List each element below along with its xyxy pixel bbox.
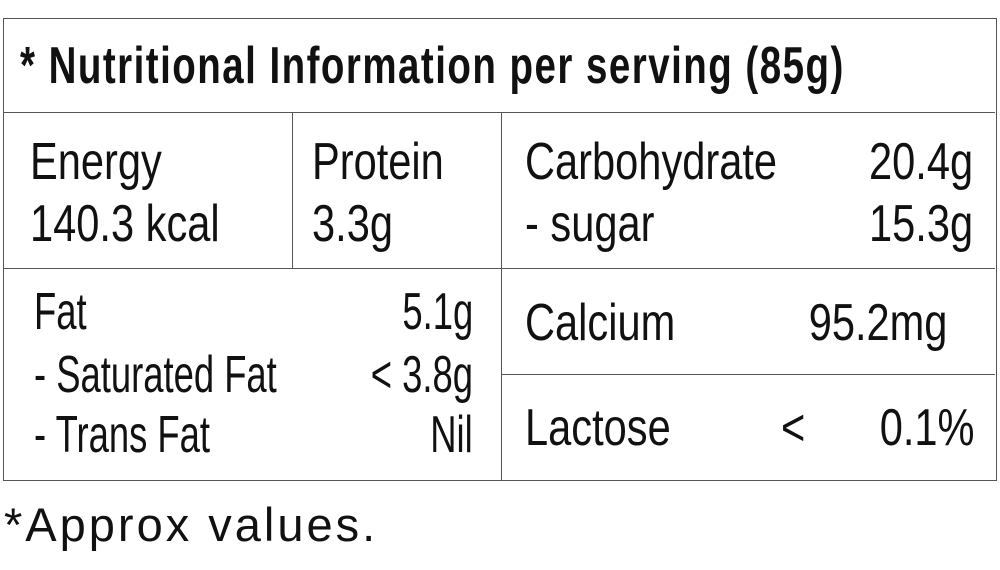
- fat-cell: Fat 5.1g - Saturated Fat < 3.8g - Trans …: [4, 268, 501, 480]
- carbohydrate-cell: Carbohydrate 20.4g - sugar 15.3g: [501, 112, 995, 268]
- calcium-cell: Calcium 95.2mg: [501, 268, 995, 374]
- energy-label: Energy: [30, 133, 162, 191]
- title-divider: [4, 112, 995, 113]
- protein-cell: Protein 3.3g: [292, 112, 501, 268]
- protein-value: 3.3g: [312, 195, 393, 253]
- lactose-operator: <: [781, 399, 806, 457]
- trans-fat-label: - Trans Fat: [34, 406, 210, 464]
- energy-value: 140.3 kcal: [30, 195, 220, 253]
- table-title: * Nutritional Information per serving (8…: [20, 37, 845, 95]
- saturated-fat-value: < 3.8g: [370, 346, 473, 404]
- lactose-cell: Lactose < 0.1%: [501, 374, 995, 480]
- approx-footnote: *Approx values.: [4, 498, 379, 551]
- calcium-label: Calcium: [525, 294, 676, 352]
- lactose-value: 0.1%: [880, 399, 975, 457]
- sugar-value: 15.3g: [868, 195, 973, 253]
- carbohydrate-value: 20.4g: [868, 133, 973, 191]
- nutrition-table: * Nutritional Information per serving (8…: [3, 18, 997, 481]
- left-row-divider: [4, 268, 501, 269]
- energy-cell: Energy 140.3 kcal: [4, 112, 292, 268]
- lactose-label: Lactose: [525, 399, 671, 457]
- right-row-divider-1: [501, 268, 995, 269]
- trans-fat-value: Nil: [430, 406, 473, 464]
- saturated-fat-label: - Saturated Fat: [34, 346, 277, 404]
- fat-value: 5.1g: [402, 283, 473, 341]
- calcium-value: 95.2mg: [808, 294, 947, 352]
- column-divider: [501, 112, 502, 480]
- protein-label: Protein: [312, 133, 444, 191]
- right-row-divider-2: [501, 374, 995, 375]
- carbohydrate-label: Carbohydrate: [525, 133, 778, 191]
- sugar-label: - sugar: [525, 195, 655, 253]
- energy-protein-divider: [292, 112, 293, 268]
- fat-label: Fat: [34, 283, 87, 341]
- title-cell: * Nutritional Information per serving (8…: [4, 19, 995, 112]
